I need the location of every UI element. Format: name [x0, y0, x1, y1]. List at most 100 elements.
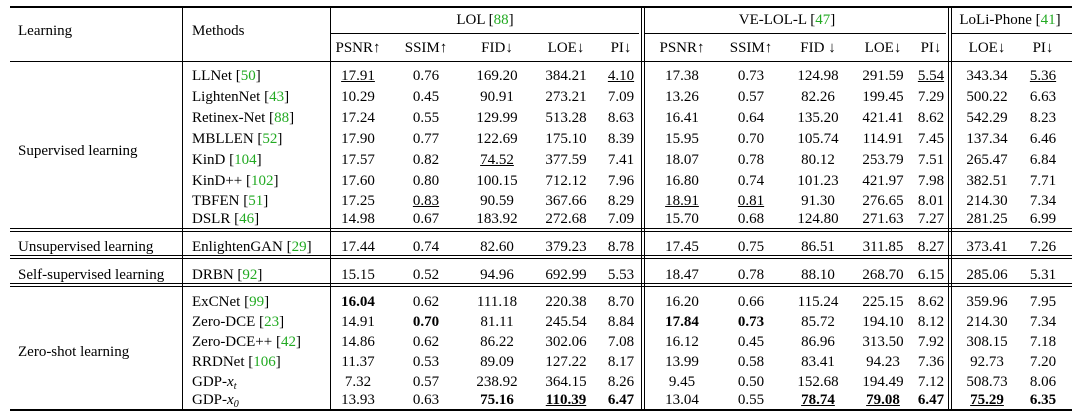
metric-value: 17.25 [341, 193, 375, 209]
metric-value: 0.58 [737, 354, 765, 370]
rule [644, 33, 946, 34]
column-divider [330, 6, 331, 410]
method-name: Zero-DCE++ [42] [192, 334, 301, 350]
citation-link[interactable]: 106 [253, 354, 276, 370]
rule [951, 33, 1072, 34]
metric-value: 6.15 [917, 267, 945, 283]
citation-link[interactable]: 42 [280, 334, 296, 350]
metric-value: 5.53 [607, 267, 635, 283]
metric-value: 0.45 [412, 89, 440, 105]
citation-link[interactable]: 51 [248, 193, 264, 209]
citation-link[interactable]: 88 [274, 110, 290, 126]
metric-value: 7.98 [917, 173, 945, 189]
metric-value: 0.75 [737, 239, 765, 255]
group-label: Supervised learning [18, 143, 138, 159]
metric-value: 302.06 [545, 334, 587, 350]
citation-link[interactable]: 29 [291, 239, 307, 255]
citation-link[interactable]: 43 [269, 89, 285, 105]
method-name: KinD [104] [192, 152, 262, 168]
citation-link[interactable]: 102 [251, 173, 274, 189]
citation-bracket: ] [263, 193, 269, 209]
citation-link[interactable]: 50 [240, 68, 256, 84]
metric-header: SSIM↑ [404, 40, 448, 56]
metric-value: 5.54 [917, 68, 945, 84]
metric-value: 8.70 [607, 294, 635, 310]
metric-value: 421.97 [862, 173, 904, 189]
metric-value: 6.35 [1029, 392, 1057, 408]
metric-value: 17.38 [665, 68, 699, 84]
citation-link[interactable]: 52 [262, 131, 278, 147]
citation-bracket: ] [284, 89, 290, 105]
citation-bracket: ] [289, 110, 295, 126]
citation-link[interactable]: 92 [242, 267, 258, 283]
metric-value: 273.21 [545, 89, 587, 105]
metric-value: 0.80 [412, 173, 440, 189]
metric-value: 271.63 [862, 211, 904, 227]
metric-value: 82.60 [480, 239, 514, 255]
metric-value: 7.34 [1029, 193, 1057, 209]
method-label: DRBN [ [192, 267, 243, 283]
metric-value: 6.84 [1029, 152, 1057, 168]
header-methods: Methods [192, 23, 245, 39]
metric-value: 169.20 [476, 68, 518, 84]
metric-value: 0.63 [412, 392, 440, 408]
citation-bracket: ] [275, 354, 281, 370]
method-label: Zero-DCE [ [192, 314, 265, 330]
metric-value: 16.41 [665, 110, 699, 126]
group-label: Unsupervised learning [18, 239, 154, 255]
metric-value: 7.41 [607, 152, 635, 168]
method-label: GDP- [192, 392, 228, 408]
metric-value: 0.73 [737, 68, 765, 84]
dataset-name: VE-LOL-L [ [738, 12, 816, 28]
metric-value: 0.50 [737, 374, 765, 390]
metric-value: 86.51 [801, 239, 835, 255]
metric-value: 0.82 [412, 152, 440, 168]
metric-value: 16.04 [341, 294, 375, 310]
citation-bracket: ] [277, 131, 283, 147]
method-label: LightenNet [ [192, 89, 270, 105]
citation-bracket: ] [306, 239, 312, 255]
metric-header: LOE↓ [864, 40, 902, 56]
metric-value: 79.08 [866, 392, 900, 408]
metric-value: 0.57 [737, 89, 765, 105]
metric-header: FID ↓ [800, 40, 836, 56]
dataset-header: VE-LOL-L [47] [739, 12, 836, 28]
citation-link[interactable]: 88 [493, 12, 509, 28]
citation-link[interactable]: 41 [1040, 12, 1056, 28]
metric-value: 86.96 [801, 334, 835, 350]
metric-value: 11.37 [341, 354, 375, 370]
metric-value: 268.70 [862, 267, 904, 283]
metric-value: 5.36 [1029, 68, 1057, 84]
metric-value: 17.60 [341, 173, 375, 189]
citation-link[interactable]: 47 [815, 12, 831, 28]
metric-value: 183.92 [476, 211, 518, 227]
citation-link[interactable]: 104 [234, 152, 257, 168]
citation-link[interactable]: 99 [249, 294, 265, 310]
metric-value: 7.08 [607, 334, 635, 350]
citation-link[interactable]: 46 [239, 211, 255, 227]
metric-value: 75.29 [970, 392, 1004, 408]
math-subscript: 0 [233, 399, 239, 410]
metric-value: 0.70 [412, 314, 440, 330]
metric-value: 253.79 [862, 152, 904, 168]
method-name: EnlightenGAN [29] [192, 239, 312, 255]
metric-value: 214.30 [966, 314, 1008, 330]
metric-value: 86.22 [480, 334, 514, 350]
metric-value: 8.78 [607, 239, 635, 255]
dataset-header: LoLi-Phone [41] [959, 12, 1060, 28]
metric-value: 6.46 [1029, 131, 1057, 147]
citation-link[interactable]: 23 [264, 314, 280, 330]
metric-value: 0.83 [412, 193, 440, 209]
metric-value: 8.06 [1029, 374, 1057, 390]
metric-value: 83.41 [801, 354, 835, 370]
method-name: DRBN [92] [192, 267, 262, 283]
metric-value: 384.21 [545, 68, 587, 84]
metric-value: 13.04 [665, 392, 699, 408]
metric-value: 127.22 [545, 354, 587, 370]
metric-header: LOE↓ [968, 40, 1006, 56]
metric-value: 0.62 [412, 334, 440, 350]
dataset-name: LoLi-Phone [ [959, 12, 1041, 28]
metric-value: 272.68 [545, 211, 587, 227]
metric-value: 311.85 [862, 239, 904, 255]
metric-value: 9.45 [668, 374, 696, 390]
